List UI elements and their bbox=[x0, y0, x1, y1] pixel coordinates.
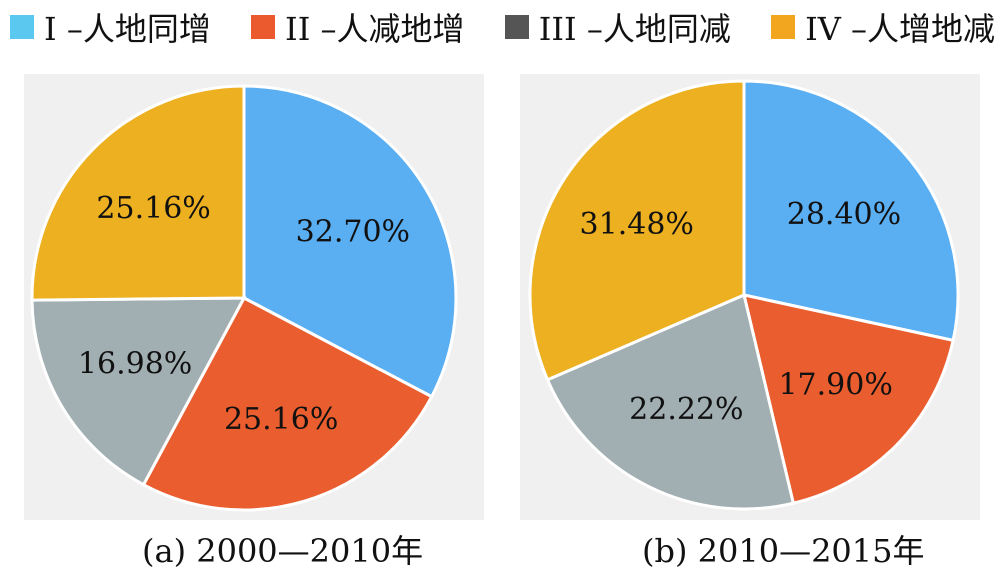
pie-b-slice-1 bbox=[742, 79, 960, 343]
legend-swatch-1 bbox=[10, 15, 34, 39]
chart-caption-b: (b) 2010—2015年 bbox=[642, 532, 925, 570]
pie-b-slice-3 bbox=[545, 292, 796, 511]
pie-b-slice-4 bbox=[528, 79, 746, 382]
pie-a-label-3: 16.98% bbox=[78, 346, 192, 381]
pie-a-label-4: 25.16% bbox=[96, 191, 210, 226]
pie-a-label-2: 25.16% bbox=[224, 402, 338, 437]
legend-label-4: IV –人增地减 bbox=[805, 10, 995, 48]
legend-label-2: II –人减地增 bbox=[285, 10, 465, 48]
pie-a-slice-1 bbox=[242, 84, 458, 399]
legend-swatch-4 bbox=[771, 15, 796, 39]
legend-label-1: I –人地同增 bbox=[44, 10, 211, 48]
pie-a-slice-4 bbox=[30, 84, 246, 302]
pie-b-label-1: 28.40% bbox=[787, 197, 901, 232]
pie-panel-b: 28.40% 17.90% 22.22% 31.48% bbox=[520, 74, 980, 520]
pie-b-label-3: 22.22% bbox=[629, 392, 743, 427]
pie-a-slice-3 bbox=[30, 296, 247, 487]
legend-item-3: III –人地同减 bbox=[504, 4, 731, 50]
pie-b-label-4: 31.48% bbox=[580, 207, 694, 242]
legend-item-4: IV –人增地减 bbox=[771, 4, 995, 50]
legend-item-2: II –人减地增 bbox=[251, 4, 465, 50]
chart-caption-a: (a) 2000—2010年 bbox=[142, 532, 424, 570]
pie-b-slice-2 bbox=[741, 293, 955, 506]
pie-chart-b: 28.40% 17.90% 22.22% 31.48% bbox=[528, 79, 960, 511]
legend-label-3: III –人地同减 bbox=[538, 10, 731, 48]
legend-swatch-3 bbox=[504, 15, 529, 39]
legend: I –人地同增 II –人减地增 III –人地同减 IV –人增地减 bbox=[10, 6, 995, 48]
legend-swatch-2 bbox=[251, 15, 276, 39]
legend-item-1: I –人地同增 bbox=[10, 4, 211, 50]
pie-chart-a: 32.70% 25.16% 16.98% 25.16% bbox=[30, 84, 458, 512]
pie-b-label-2: 17.90% bbox=[778, 367, 892, 402]
pie-a-label-1: 32.70% bbox=[296, 215, 410, 250]
pie-panel-a: 32.70% 25.16% 16.98% 25.16% bbox=[24, 74, 484, 520]
